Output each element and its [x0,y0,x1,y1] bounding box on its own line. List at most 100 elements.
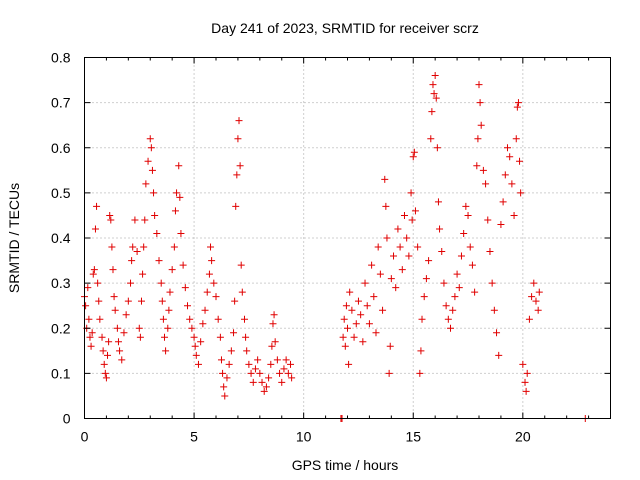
data-point [197,338,205,346]
data-point [390,252,398,260]
data-point [420,293,428,301]
data-point [162,347,170,355]
data-point [151,211,159,219]
data-point [235,117,243,125]
data-point [99,347,107,355]
data-point [427,135,435,143]
data-point [113,324,121,332]
data-point [490,306,498,314]
data-point [181,284,189,292]
data-point [372,329,380,337]
data-point [129,243,137,251]
data-point [139,270,147,278]
data-point [473,162,481,170]
data-point [210,279,218,287]
data-point [131,216,139,224]
data-point [231,297,239,305]
data-point [120,329,128,337]
data-point [408,216,416,224]
data-point [501,171,509,179]
y-tick-label: 0.3 [51,275,71,291]
data-point [488,279,496,287]
y-axis-label: SRMTID / TECUs [6,183,22,293]
data-point [141,216,149,224]
data-point [471,288,479,296]
data-point [150,189,158,197]
data-point [352,320,360,328]
data-point [269,320,277,328]
data-point [468,261,476,269]
data-point [207,243,215,251]
data-point [96,315,104,323]
data-point [497,220,505,228]
data-point [199,320,207,328]
data-point [101,369,109,377]
data-point [164,324,172,332]
data-point [168,266,176,274]
data-point [534,306,542,314]
data-point [219,369,227,377]
data-point [525,315,533,323]
data-point [136,333,144,341]
data-point [238,288,246,296]
data-point [146,135,154,143]
data-point [403,234,411,242]
data-point [267,360,275,368]
data-point [122,311,130,319]
data-point [422,275,430,283]
data-point [160,333,168,341]
data-point [348,306,356,314]
data-point [449,306,457,314]
data-point [82,302,90,310]
data-point [276,369,284,377]
data-point [476,99,484,107]
data-point [240,315,248,323]
data-point [386,342,394,350]
data-point [400,211,408,219]
data-point [479,166,487,174]
data-point [376,270,384,278]
data-point [265,374,273,382]
chart-title: Day 241 of 2023, SRMTID for receiver scr… [211,20,479,36]
data-point [288,374,296,382]
y-tick-label: 0 [63,411,71,427]
data-point [532,297,540,305]
data-point [381,175,389,183]
data-point [425,257,433,265]
data-point [394,225,402,233]
data-point [254,356,262,364]
data-point [429,81,437,89]
data-point [89,270,97,278]
axis-ticks: 0 0.1 0.2 0.3 0.4 0.5 0.6 0.7 0.8 0 5 10 15 20 [51,50,611,445]
data-point [354,297,362,305]
data-point [432,94,440,102]
data-point [88,329,96,337]
data-point [506,153,514,161]
data-point [171,207,179,215]
data-point [455,284,463,292]
data-point [414,243,422,251]
data-point [256,369,264,377]
data-point [137,297,145,305]
data-point [417,347,425,355]
data-point [436,225,444,233]
data-point [462,202,470,210]
data-point [339,333,347,341]
data-point [221,392,229,400]
data-point [374,243,382,251]
data-point [418,315,426,323]
data-point [451,293,459,301]
data-point [107,216,115,224]
data-point [517,189,525,197]
data-point [416,369,424,377]
data-point [457,252,465,260]
data-point [464,211,472,219]
data-point [430,90,438,98]
data-point [223,374,231,382]
data-point [503,144,511,152]
data-point [147,144,155,152]
data-point [114,338,122,346]
data-point [173,189,181,197]
data-point [227,347,235,355]
